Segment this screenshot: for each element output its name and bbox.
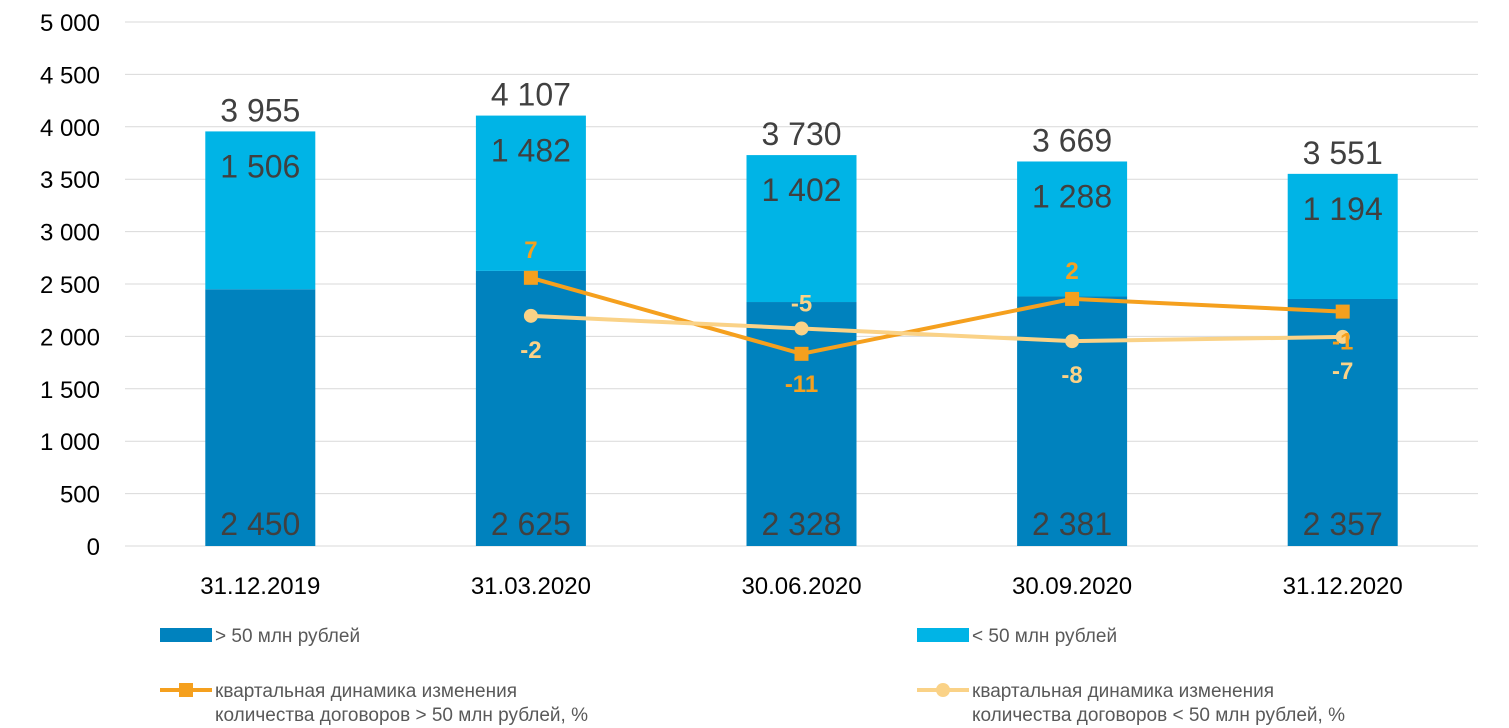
legend-label-line1: квартальная динамика изменения	[972, 681, 1274, 702]
y-tick-label: 2 000	[40, 324, 100, 351]
y-tick-label: 3 000	[40, 220, 100, 247]
legend-label-line2: количества договоров < 50 млн рублей, %	[972, 705, 1345, 726]
bar-segment	[205, 289, 316, 546]
y-tick-label: 0	[87, 534, 100, 561]
series-line	[530, 275, 1343, 356]
line-series: 7 -11 2 -1 -2 -5 -8 -7	[520, 237, 1353, 398]
line-value-label: -11	[785, 371, 818, 398]
line-value-label: -1	[1332, 329, 1353, 356]
bar-segment	[475, 115, 586, 271]
line-value-label: -8	[1061, 362, 1082, 389]
line-value-label: -5	[791, 290, 812, 317]
line-marker-circle	[794, 321, 809, 336]
line-marker-square	[1065, 291, 1080, 306]
y-tick-label: 2 500	[40, 272, 100, 299]
bar-segment	[1287, 173, 1398, 299]
y-tick-label: 4 000	[40, 115, 100, 142]
line-value-label: 7	[524, 237, 537, 264]
y-tick-label: 1 000	[40, 429, 100, 456]
line-marker-circle	[1335, 329, 1350, 344]
legend-marker-circle	[936, 683, 950, 697]
line-marker-circle	[523, 308, 538, 323]
legend-label: > 50 млн рублей	[215, 626, 360, 647]
bar-value-label: 2 328	[761, 506, 841, 542]
bar-value-label: 2 450	[220, 506, 300, 542]
bar-total-label: 3 955	[220, 92, 300, 128]
legend-label-line2: количества договоров > 50 млн рублей, %	[215, 705, 588, 726]
legend-swatch	[160, 628, 212, 642]
bar-segment	[205, 131, 316, 290]
x-tick-label: 30.09.2020	[1012, 573, 1132, 600]
y-tick-label: 500	[60, 482, 100, 509]
line-marker-square	[794, 346, 809, 361]
line-value-label: -2	[520, 337, 541, 364]
line-marker-square	[523, 270, 538, 285]
line-marker-circle	[1065, 334, 1080, 349]
bar-value-label: 1 194	[1303, 191, 1383, 227]
line-value-label: 2	[1065, 258, 1078, 285]
bar-total-label: 3 669	[1032, 122, 1112, 158]
x-axis: 31.12.2019 31.03.2020 30.06.2020 30.09.2020…	[200, 573, 1403, 600]
line-marker-square	[1335, 304, 1350, 319]
bar-total-label: 4 107	[491, 77, 571, 113]
legend-marker-square	[179, 683, 193, 697]
bar-segment	[1017, 161, 1128, 297]
legend-swatch	[917, 628, 969, 642]
bar-value-label: 1 506	[220, 148, 300, 184]
bar-segment	[746, 155, 857, 303]
legend: > 50 млн рублей < 50 млн рублей квартальна…	[160, 626, 1345, 726]
line-value-label: -7	[1332, 358, 1353, 385]
x-tick-label: 31.03.2020	[471, 573, 591, 600]
bar-value-label: 2 625	[491, 506, 571, 542]
x-tick-label: 30.06.2020	[741, 573, 861, 600]
y-tick-label: 1 500	[40, 377, 100, 404]
bar-value-label: 2 381	[1032, 506, 1112, 542]
bar-value-label: 1 482	[491, 133, 571, 169]
bar-value-label: 1 402	[761, 172, 841, 208]
x-tick-label: 31.12.2020	[1283, 573, 1403, 600]
bar-value-label: 1 288	[1032, 178, 1112, 214]
bar-total-label: 3 551	[1303, 135, 1383, 171]
y-tick-label: 3 500	[40, 167, 100, 194]
y-tick-label: 5 000	[40, 10, 100, 37]
bar-total-label: 3 730	[761, 116, 841, 152]
y-tick-label: 4 500	[40, 62, 100, 89]
legend-label-line1: квартальная динамика изменения	[215, 681, 517, 702]
x-tick-label: 31.12.2019	[200, 573, 320, 600]
legend-label: < 50 млн рублей	[972, 626, 1117, 647]
series-line	[530, 313, 1343, 344]
y-axis: 0 500 1 000 1 500 2 000 2 500 3 000 3 500 4 000 4…	[40, 10, 100, 561]
bars: 2 450 1 506 3 955 2 625 1 482 4 107 2 328 1 402…	[205, 77, 1398, 546]
bar-value-label: 2 357	[1303, 506, 1383, 542]
